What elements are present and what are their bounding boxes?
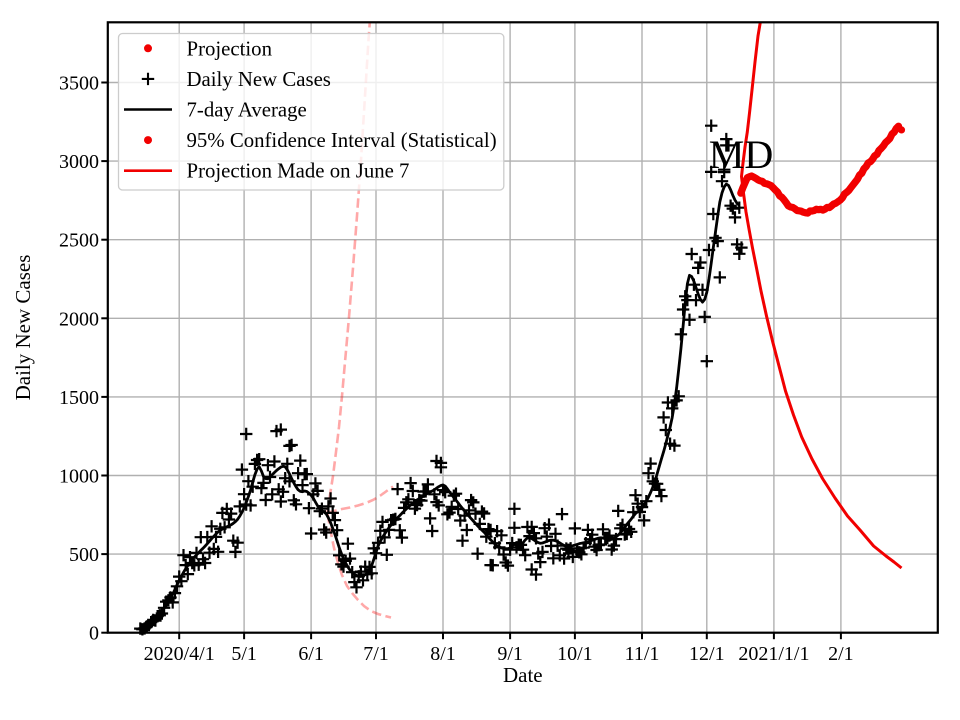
- svg-text:2500: 2500: [59, 230, 99, 252]
- svg-text:12/1: 12/1: [689, 643, 725, 665]
- svg-text:9/1: 9/1: [497, 643, 523, 665]
- svg-text:11/1: 11/1: [625, 643, 660, 665]
- svg-text:7/1: 7/1: [363, 643, 389, 665]
- svg-text:Daily New Cases: Daily New Cases: [11, 255, 35, 401]
- svg-text:2000: 2000: [59, 308, 99, 330]
- svg-text:8/1: 8/1: [430, 643, 456, 665]
- svg-text:10/1: 10/1: [557, 643, 593, 665]
- svg-text:MD: MD: [709, 132, 773, 177]
- svg-text:95% Confidence Interval (Stati: 95% Confidence Interval (Statistical): [187, 129, 497, 152]
- svg-text:1000: 1000: [59, 466, 99, 488]
- svg-text:Date: Date: [503, 663, 543, 687]
- svg-text:0: 0: [89, 623, 99, 645]
- svg-text:5/1: 5/1: [231, 643, 257, 665]
- svg-text:3500: 3500: [59, 73, 99, 95]
- svg-text:6/1: 6/1: [298, 643, 324, 665]
- svg-text:Daily New Cases: Daily New Cases: [187, 68, 331, 91]
- svg-text:Projection Made on June 7: Projection Made on June 7: [187, 160, 410, 183]
- svg-text:500: 500: [69, 544, 99, 566]
- svg-text:2020/4/1: 2020/4/1: [144, 643, 215, 665]
- svg-text:Projection: Projection: [187, 37, 273, 60]
- svg-text:3000: 3000: [59, 151, 99, 173]
- svg-text:7-day Average: 7-day Average: [187, 99, 307, 122]
- svg-text:1500: 1500: [59, 387, 99, 409]
- svg-text:2/1: 2/1: [828, 643, 854, 665]
- svg-text:2021/1/1: 2021/1/1: [738, 643, 809, 665]
